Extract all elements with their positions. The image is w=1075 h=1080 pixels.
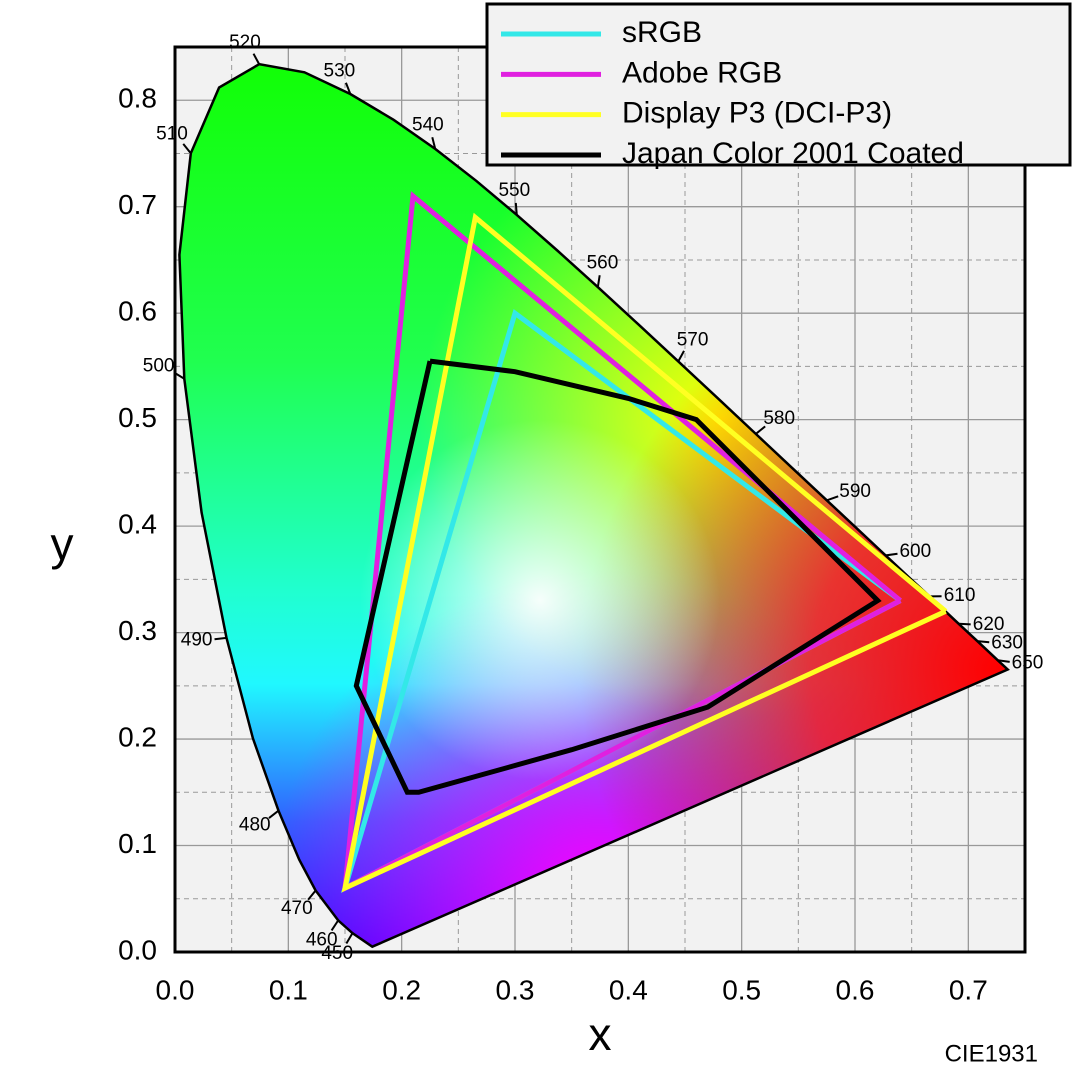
wavelength-label: 460 xyxy=(306,929,338,950)
x-tick-label: 0.5 xyxy=(722,974,761,1005)
x-tick-label: 0.7 xyxy=(949,974,988,1005)
wavelength-tick xyxy=(516,203,517,215)
wavelength-label: 540 xyxy=(412,115,444,136)
wavelength-label: 560 xyxy=(587,252,619,273)
y-axis-label: y xyxy=(51,518,74,570)
y-tick-label: 0.2 xyxy=(118,721,157,752)
wavelength-tick xyxy=(977,641,989,642)
wavelength-label: 490 xyxy=(181,630,213,651)
wavelength-tick xyxy=(215,638,227,639)
wavelength-label: 610 xyxy=(944,585,976,606)
wavelength-label: 500 xyxy=(143,355,175,376)
wavelength-label: 510 xyxy=(156,124,188,145)
wavelength-label: 650 xyxy=(1012,652,1044,673)
x-tick-label: 0.6 xyxy=(836,974,875,1005)
wavelength-label: 470 xyxy=(281,898,313,919)
legend: sRGB Adobe RGB Display P3 (DCI-P3) Japan Co… xyxy=(487,4,1070,170)
legend-label: Adobe RGB xyxy=(622,56,782,89)
footnote: CIE1931 xyxy=(945,1040,1038,1067)
y-tick-label: 0.5 xyxy=(118,402,157,433)
x-tick-label: 0.4 xyxy=(609,974,648,1005)
wavelength-label: 480 xyxy=(239,814,271,835)
y-tick-label: 0.7 xyxy=(118,189,157,220)
legend-label: sRGB xyxy=(622,16,702,49)
wavelength-label: 530 xyxy=(324,61,356,82)
x-tick-label: 0.1 xyxy=(269,974,308,1005)
wavelength-label: 630 xyxy=(991,632,1023,653)
x-tick-label: 0.2 xyxy=(382,974,421,1005)
wavelength-label: 580 xyxy=(763,408,795,429)
y-tick-label: 0.1 xyxy=(118,828,157,859)
legend-label: Japan Color 2001 Coated xyxy=(622,137,964,170)
x-tick-label: 0.3 xyxy=(496,974,535,1005)
wavelength-tick xyxy=(959,624,971,625)
y-tick-label: 0.8 xyxy=(118,83,157,114)
wavelength-label: 520 xyxy=(229,32,261,53)
x-tick-label: 0.0 xyxy=(156,974,195,1005)
wavelength-label: 550 xyxy=(498,180,530,201)
y-tick-label: 0.0 xyxy=(118,934,157,965)
y-tick-label: 0.3 xyxy=(118,615,157,646)
y-tick-label: 0.4 xyxy=(118,509,157,540)
wavelength-label: 600 xyxy=(899,541,931,562)
wavelength-label: 590 xyxy=(839,481,871,502)
y-tick-label: 0.6 xyxy=(118,296,157,327)
wavelength-label: 570 xyxy=(677,329,709,350)
x-axis-label: x xyxy=(589,1008,612,1060)
legend-label: Display P3 (DCI-P3) xyxy=(622,97,892,130)
